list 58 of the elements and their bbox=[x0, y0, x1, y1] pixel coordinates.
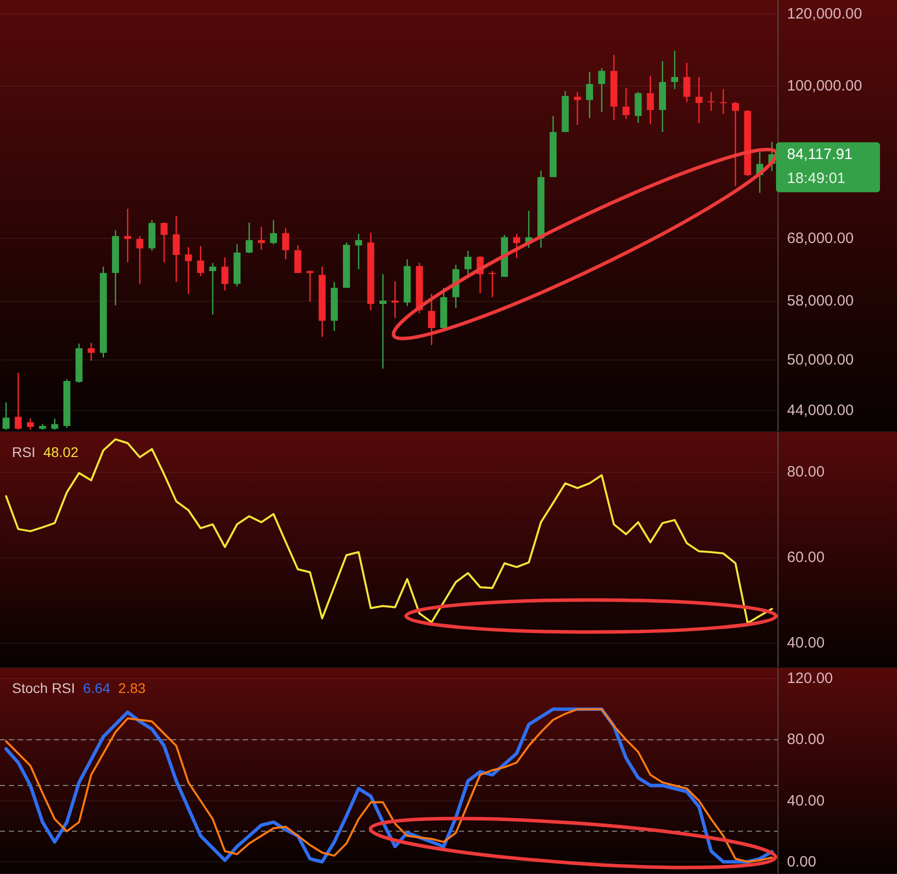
y-tick-label: 80.00 bbox=[787, 731, 825, 748]
candlestick bbox=[184, 246, 192, 294]
y-tick-label: 120,000.00 bbox=[787, 5, 862, 22]
candlestick bbox=[282, 227, 290, 260]
candlestick bbox=[646, 75, 654, 125]
y-tick-label: 40.00 bbox=[787, 792, 825, 810]
candlestick bbox=[124, 208, 132, 263]
candlestick bbox=[246, 222, 253, 254]
text: Stoch RSI bbox=[12, 680, 76, 696]
candlestick bbox=[14, 372, 22, 430]
candlestick bbox=[732, 101, 739, 187]
candlestick bbox=[634, 91, 642, 124]
candlestick bbox=[598, 68, 606, 113]
candlestick bbox=[464, 250, 472, 276]
candlestick bbox=[622, 87, 630, 120]
y-tick-label: 44,000.00 bbox=[787, 402, 854, 419]
y-tick-label: 50,000.00 bbox=[787, 351, 854, 368]
candlestick bbox=[294, 244, 302, 274]
annotation: 48.02 bbox=[43, 444, 79, 460]
candlestick bbox=[586, 71, 594, 119]
annotation: 2.83 bbox=[118, 680, 146, 696]
y-tick-label: 40.00 bbox=[787, 634, 825, 652]
candlestick bbox=[258, 226, 265, 250]
candlestick bbox=[708, 91, 715, 112]
candlestick bbox=[26, 418, 34, 430]
candlestick bbox=[683, 62, 690, 103]
y-tick-label: 100,000.00 bbox=[787, 77, 862, 94]
y-tick-label: 60.00 bbox=[787, 549, 825, 566]
y-tick-label: 58,000.00 bbox=[787, 292, 854, 310]
y-tick-label: 80.00 bbox=[787, 464, 825, 481]
line-series bbox=[5, 438, 773, 624]
candlestick bbox=[160, 222, 168, 263]
price-tag: 84,117.91 18:49:01 bbox=[776, 142, 880, 192]
candlestick bbox=[574, 91, 581, 126]
y-tick-label: 0.00 bbox=[787, 853, 816, 870]
y-tick-label: 120.00 bbox=[787, 670, 833, 688]
candlestick bbox=[428, 293, 436, 346]
candlestick bbox=[2, 402, 10, 430]
candlestick bbox=[392, 280, 399, 319]
candlestick bbox=[136, 235, 144, 285]
y-tick-label: 68,000.00 bbox=[787, 230, 854, 247]
text: RSI bbox=[12, 444, 36, 460]
candlestick bbox=[306, 270, 314, 303]
candlestick bbox=[209, 262, 216, 316]
candlestick bbox=[172, 215, 180, 283]
candlestick bbox=[88, 342, 95, 362]
candlestick bbox=[488, 270, 496, 298]
candlestick bbox=[221, 256, 228, 292]
candlestick bbox=[197, 245, 204, 277]
candlestick bbox=[720, 88, 727, 114]
candlestick bbox=[379, 274, 386, 370]
candlestick bbox=[51, 418, 58, 430]
annotation: 6.64 bbox=[83, 680, 110, 696]
candlestick bbox=[695, 76, 702, 124]
candlestick bbox=[355, 233, 362, 270]
candlestick bbox=[513, 233, 520, 259]
candlestick bbox=[270, 220, 278, 245]
candlestick bbox=[671, 50, 678, 90]
